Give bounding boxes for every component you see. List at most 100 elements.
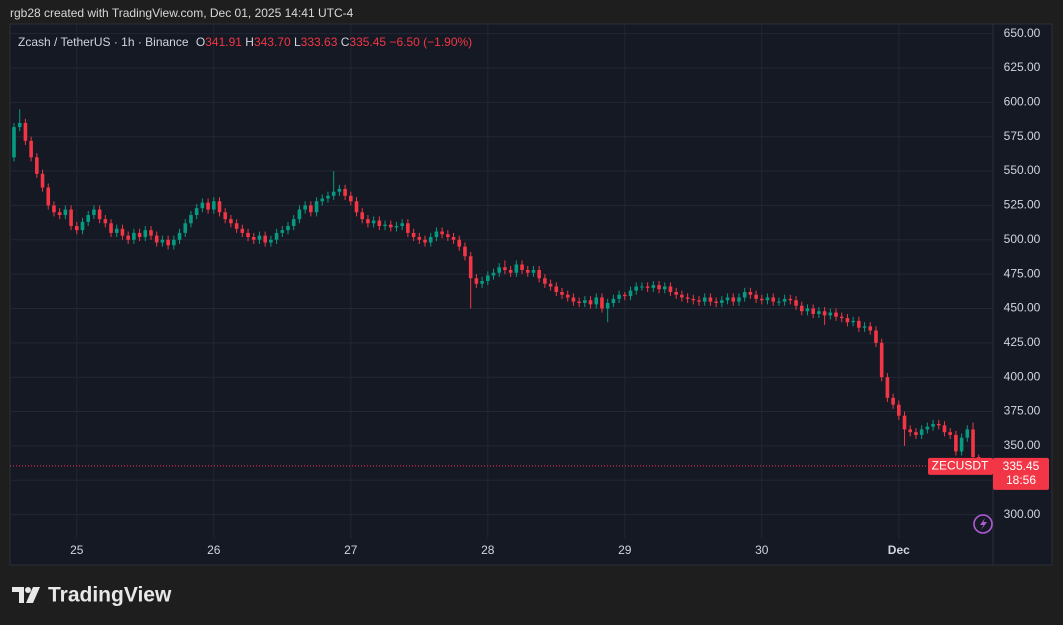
candle-body <box>725 297 730 301</box>
candle-body <box>406 223 410 233</box>
candle-body <box>229 219 233 224</box>
candle-body <box>845 318 850 323</box>
candle-body <box>463 246 467 257</box>
y-tick-label: 625.00 <box>1004 60 1041 74</box>
candle-body <box>52 205 56 213</box>
candle-body <box>577 301 581 303</box>
candle-body <box>959 437 964 452</box>
candle-body <box>97 209 102 220</box>
candle-body <box>172 239 176 246</box>
x-tick-label: 25 <box>70 543 84 557</box>
candle-body <box>286 226 290 231</box>
candle-body <box>611 298 616 303</box>
candle-body <box>263 235 267 243</box>
countdown-label: 18:56 <box>1006 473 1036 487</box>
candle-body <box>657 285 661 290</box>
candle-body <box>154 235 159 243</box>
candle-body <box>457 239 462 247</box>
candle-body <box>634 286 639 291</box>
x-tick-label: 26 <box>207 543 221 557</box>
candle-body <box>314 201 319 213</box>
candle-body <box>354 201 359 213</box>
candle-body <box>63 209 68 216</box>
candle-body <box>200 202 205 209</box>
candle-body <box>508 270 513 273</box>
candle-body <box>234 223 239 229</box>
candle-body <box>925 426 930 430</box>
legend-change: −6.50 (−1.90%) <box>389 35 472 49</box>
candle-body <box>451 237 456 240</box>
candle-body <box>794 300 798 306</box>
candle-body <box>668 286 673 292</box>
candle-body <box>805 308 810 312</box>
legend-value: 335.45 <box>349 35 386 49</box>
candle-body <box>360 212 365 220</box>
candle-body <box>17 122 22 128</box>
ticker-tag <box>928 457 993 475</box>
candle-body <box>954 434 958 452</box>
symbol: Zcash / TetherUS · 1h · Binance <box>18 35 189 49</box>
candle-body <box>885 377 890 398</box>
candle-body <box>35 157 39 174</box>
candle-body <box>742 291 747 298</box>
candle-body <box>714 301 718 303</box>
candle-body <box>902 415 907 430</box>
candle-body <box>514 264 519 273</box>
candle-body <box>417 237 422 240</box>
grid <box>10 24 993 538</box>
candle-body <box>137 232 142 238</box>
candle-body <box>377 220 382 227</box>
candle-body <box>423 239 427 243</box>
candle-body <box>737 297 741 302</box>
y-tick-label: 650.00 <box>1004 26 1041 40</box>
alert-icon <box>973 514 993 534</box>
candle-body <box>565 294 570 298</box>
x-tick-label: 28 <box>481 543 495 557</box>
legend-label: C <box>341 35 350 49</box>
candle-body <box>109 223 113 233</box>
candle-body <box>320 198 325 202</box>
candle-body <box>240 228 245 233</box>
candle-body <box>691 298 696 301</box>
candle-body <box>383 224 387 227</box>
legend: Zcash / TetherUS · 1h · Binance O341.91 … <box>18 35 472 49</box>
candle-body <box>628 290 633 297</box>
legend-label: O <box>196 35 205 49</box>
candle-body <box>799 305 804 312</box>
candle-body <box>23 122 28 141</box>
legend-value: 341.91 <box>205 35 242 49</box>
candle-body <box>520 264 524 271</box>
candle-body <box>303 205 307 210</box>
candle-body <box>120 228 125 236</box>
header-text: rgb28 created with TradingView.com, Dec … <box>10 6 354 20</box>
candle-body <box>132 232 136 240</box>
candle-body <box>211 201 216 210</box>
y-tick-label: 600.00 <box>1004 95 1041 109</box>
candle-body <box>366 219 370 224</box>
candle-body <box>777 301 781 303</box>
candle-body <box>828 312 833 316</box>
y-tick-label: 525.00 <box>1004 198 1041 212</box>
candle-body <box>80 221 85 231</box>
candle-body <box>46 187 51 206</box>
y-tick-label: 550.00 <box>1004 163 1041 177</box>
candle-body <box>343 188 347 196</box>
candle-body <box>891 397 895 405</box>
candle-body <box>12 127 16 158</box>
candle-body <box>246 232 250 238</box>
candle-body <box>548 283 553 287</box>
candle-body <box>440 231 444 235</box>
candle-body <box>503 267 507 271</box>
candle-body <box>485 275 490 281</box>
candle-body <box>309 205 313 213</box>
candle-body <box>497 267 502 273</box>
candle-body <box>760 298 764 301</box>
candle-body <box>702 297 707 302</box>
y-tick-label: 500.00 <box>1004 232 1041 246</box>
candle-body <box>149 230 153 236</box>
candle-body <box>640 286 644 288</box>
candle-body <box>822 311 827 316</box>
candle-body <box>908 429 913 433</box>
candle-body <box>583 300 587 303</box>
